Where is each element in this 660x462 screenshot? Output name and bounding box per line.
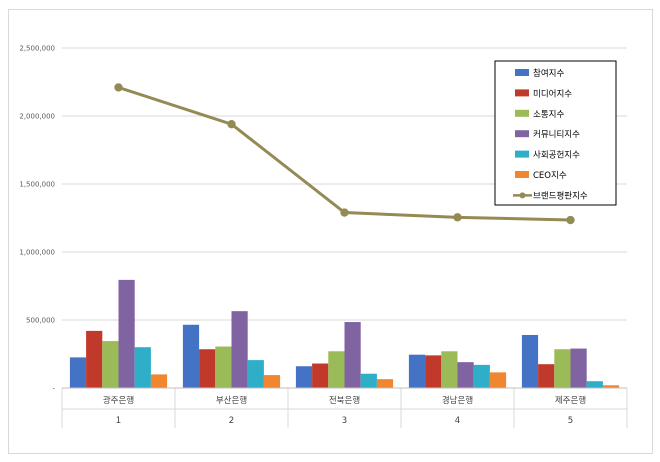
bar [473, 364, 490, 388]
legend-label: 참여지수 [533, 68, 564, 79]
x-category-label: 전북은행 [329, 395, 360, 406]
x-category-label: 광주은행 [103, 395, 134, 406]
y-tick-label: - [52, 385, 55, 393]
x-category-label: 경남은행 [442, 395, 473, 406]
y-tick-label: 1,000,000 [19, 249, 55, 257]
bar [457, 362, 474, 388]
legend-swatch [515, 109, 529, 117]
legend-label: 브랜드평판지수 [533, 190, 588, 201]
bar [263, 375, 281, 388]
legend-swatch [515, 171, 529, 178]
legend-swatch [515, 130, 529, 138]
legend-label: 미디어지수 [533, 88, 572, 99]
bar [521, 334, 539, 388]
legend-line-marker [519, 192, 526, 199]
x-category-index: 1 [116, 416, 121, 426]
x-category-index: 3 [342, 416, 347, 426]
y-tick-label: 500,000 [26, 317, 55, 325]
x-category-index: 4 [455, 416, 460, 426]
bar [489, 372, 507, 388]
bar [215, 346, 232, 388]
x-category-label: 부산은행 [216, 395, 247, 406]
bar [86, 330, 103, 388]
bar [150, 374, 168, 388]
bar [247, 360, 264, 388]
legend-swatch [515, 69, 529, 76]
bar [182, 324, 200, 388]
x-category-index: 5 [568, 416, 573, 426]
bar [344, 322, 361, 388]
bar [376, 379, 394, 388]
bar [570, 348, 587, 388]
bar [425, 355, 442, 388]
x-category-index: 2 [229, 416, 234, 426]
bar [295, 366, 313, 388]
bar [538, 364, 555, 388]
bar [441, 351, 458, 388]
y-tick-label: 2,000,000 [19, 113, 55, 121]
line-point [453, 213, 462, 222]
legend-label: 사회공헌지수 [533, 151, 580, 161]
y-tick-label: 1,500,000 [19, 181, 55, 189]
bar [586, 381, 603, 388]
bar [602, 385, 620, 388]
bar [231, 311, 248, 388]
bar [134, 347, 151, 388]
bar [328, 351, 345, 388]
x-category-label: 제주은행 [555, 395, 586, 406]
line-point [340, 208, 349, 217]
bar [118, 279, 135, 388]
y-tick-label: 2,500,000 [19, 45, 55, 53]
bar [360, 373, 377, 388]
bar [554, 349, 571, 388]
legend-label: 커뮤니티지수 [533, 129, 580, 140]
bar [199, 349, 216, 388]
bar [102, 341, 119, 388]
bar [312, 363, 329, 388]
legend-swatch [515, 150, 529, 158]
line-point [566, 215, 575, 225]
bar [69, 357, 87, 388]
legend-label: CEO지수 [533, 171, 567, 181]
line-point [227, 119, 236, 129]
line-point [114, 83, 123, 92]
bar [408, 354, 426, 388]
legend-label: 소통지수 [533, 110, 564, 120]
legend-swatch [515, 89, 529, 97]
